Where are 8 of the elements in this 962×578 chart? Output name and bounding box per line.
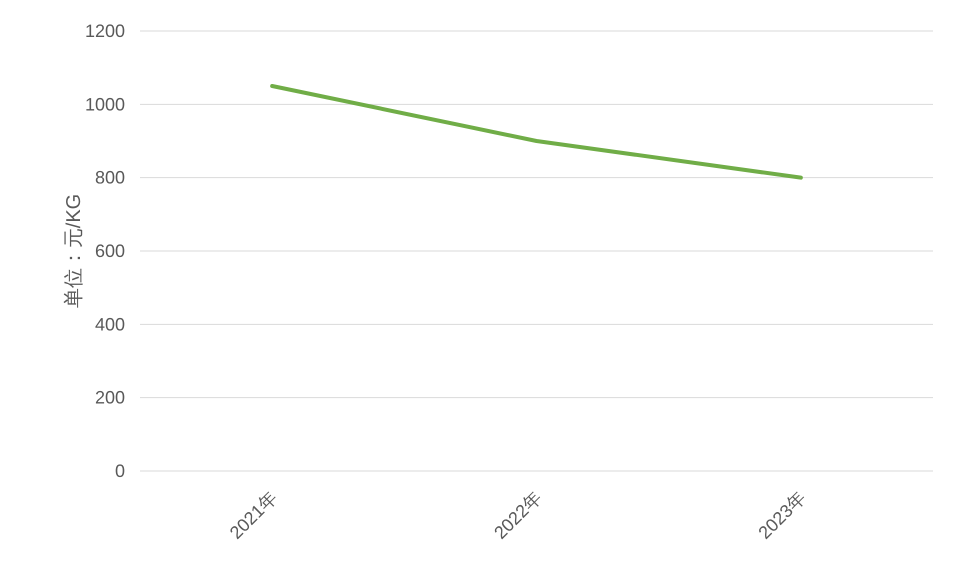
ytick: 800 [94, 168, 125, 188]
ytick: 200 [94, 388, 125, 408]
ytick: 1000 [84, 94, 125, 114]
ylabel: 单位：元/KG [63, 194, 85, 308]
ytick: 400 [94, 314, 125, 334]
ytick: 0 [114, 461, 125, 481]
ytick: 1200 [84, 21, 125, 41]
ytick: 600 [94, 241, 125, 261]
